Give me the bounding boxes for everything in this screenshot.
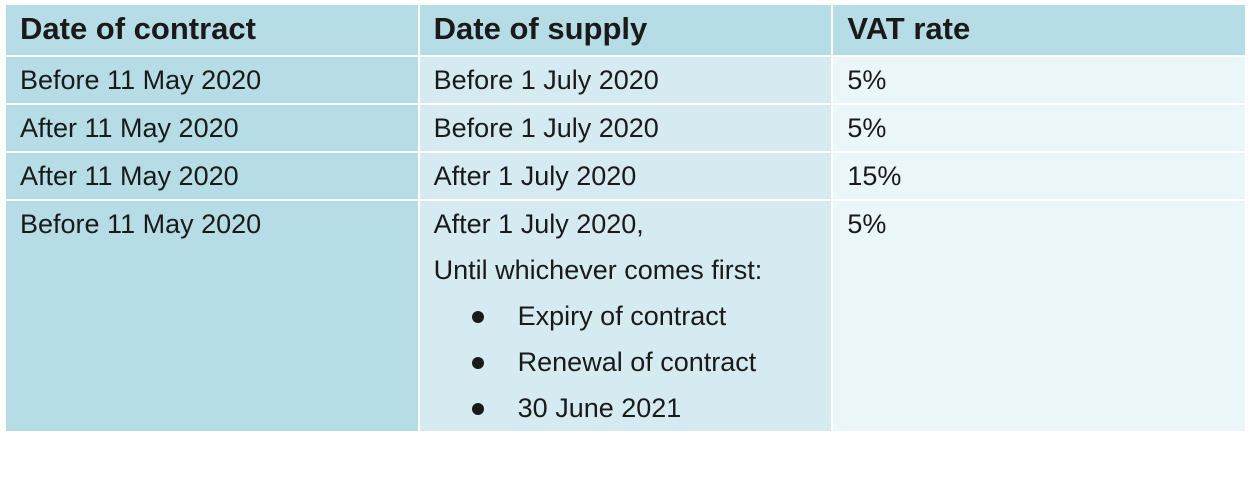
table-container: Date of contract Date of supply VAT rate B… <box>4 3 1247 433</box>
header-cell: VAT rate <box>833 5 1245 55</box>
table-cell: Before 11 May 2020 <box>6 201 418 431</box>
table-cell: Before 11 May 2020 <box>6 57 418 103</box>
table-cell: 5% <box>833 201 1245 431</box>
table-body: Before 11 May 2020 Before 1 July 2020 5% Af… <box>6 57 1245 431</box>
bullet-item: Expiry of contract <box>471 293 818 339</box>
bullet-item: 30 June 2021 <box>471 385 818 431</box>
table-cell: After 11 May 2020 <box>6 153 418 199</box>
table-row: Before 11 May 2020 Before 1 July 2020 5% <box>6 57 1245 103</box>
table-cell: 5% <box>833 57 1245 103</box>
cell-line: After 1 July 2020, <box>433 209 644 239</box>
bullet-list: Expiry of contract Renewal of contract 30 … <box>434 293 818 431</box>
table-cell: After 1 July 2020, Until whichever comes … <box>419 201 832 431</box>
vat-table: Date of contract Date of supply VAT rate B… <box>4 3 1247 433</box>
table-row: Before 11 May 2020 After 1 July 2020, Unti… <box>6 201 1245 431</box>
table-cell: Before 1 July 2020 <box>419 57 832 103</box>
table-cell: 5% <box>833 105 1245 151</box>
cell-line: Until whichever comes first: <box>433 255 763 285</box>
header-row: Date of contract Date of supply VAT rate <box>6 5 1245 55</box>
table-cell: After 1 July 2020 <box>419 153 832 199</box>
header-cell: Date of contract <box>6 5 418 55</box>
table-cell: Before 1 July 2020 <box>419 105 832 151</box>
header-cell: Date of supply <box>419 5 832 55</box>
table-cell: 15% <box>833 153 1245 199</box>
bullet-item: Renewal of contract <box>471 339 818 385</box>
table-row: After 11 May 2020 After 1 July 2020 15% <box>6 153 1245 199</box>
table-cell: After 11 May 2020 <box>6 105 418 151</box>
table-row: After 11 May 2020 Before 1 July 2020 5% <box>6 105 1245 151</box>
